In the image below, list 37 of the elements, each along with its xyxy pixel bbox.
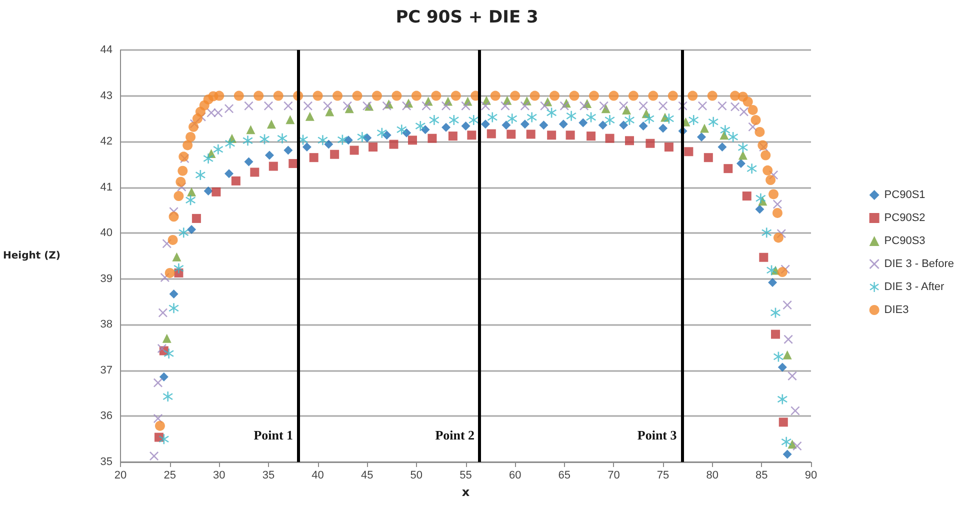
- legend-label: DIE 3 - After: [884, 281, 945, 293]
- y-tick-label: 42: [100, 136, 113, 148]
- x-tick-label: 45: [360, 470, 374, 482]
- x-tick-label: 85: [756, 470, 768, 482]
- x-tick-label: 20: [114, 470, 127, 482]
- y-tick-label: 37: [100, 364, 113, 376]
- legend-label: PC90S1: [884, 189, 926, 201]
- x-tick-label: 60: [508, 470, 522, 482]
- x-axis-title: x: [462, 484, 470, 499]
- x-tick-label: 55: [460, 470, 472, 482]
- y-axis-title: Height (Z): [2, 250, 61, 262]
- y-tick-label: 43: [100, 90, 113, 102]
- x-tick-label: 80: [706, 470, 718, 482]
- y-tick-label: 36: [100, 410, 113, 422]
- legend-label: PC90S2: [884, 212, 926, 224]
- legend-label: DIE3: [884, 304, 909, 316]
- y-tick-label: 35: [100, 456, 113, 468]
- x-tick-label: 75: [656, 470, 670, 482]
- y-tick-label: 38: [100, 318, 113, 331]
- x-tick-label: 40: [312, 470, 324, 482]
- x-tick-label: 70: [608, 470, 620, 482]
- x-tick-label: 65: [558, 470, 571, 482]
- chart-title: PC 90S + DIE 3: [396, 8, 538, 28]
- x-tick-label: 90: [804, 470, 818, 482]
- x-tick-label: 50: [410, 470, 423, 482]
- legend-label: PC90S3: [884, 235, 926, 247]
- x-tick-label: 30: [213, 470, 226, 482]
- ref-line-label: Point 2: [435, 428, 475, 443]
- y-tick-label: 39: [100, 272, 113, 285]
- x-tick-label: 25: [164, 470, 176, 482]
- ref-line-label: Point 1: [254, 428, 294, 443]
- legend-label: DIE 3 - Before: [884, 258, 954, 270]
- x-tick-label: 35: [262, 470, 275, 482]
- y-tick-label: 40: [100, 227, 113, 240]
- y-tick-label: 44: [100, 44, 113, 56]
- ref-line-label: Point 3: [637, 428, 678, 443]
- y-tick-label: 41: [100, 181, 113, 194]
